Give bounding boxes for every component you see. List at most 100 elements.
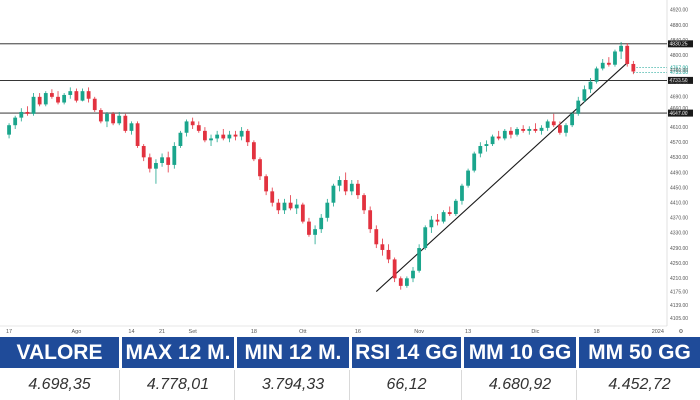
stats-header-rsi: RSI 14 GG (351, 337, 462, 368)
candle (447, 206, 452, 216)
candle-body (184, 121, 189, 133)
candle (276, 198, 281, 215)
candle (368, 206, 373, 233)
candle-body (356, 183, 360, 196)
candle (411, 266, 415, 283)
candle (307, 217, 311, 237)
candle-body (300, 204, 305, 222)
candle-body (539, 127, 544, 131)
y-tick-label: 4690.00 (670, 95, 688, 101)
candle (343, 172, 348, 196)
candle (221, 128, 226, 141)
candle-body (570, 113, 575, 126)
candle-body (545, 121, 550, 128)
candle (300, 202, 305, 224)
candle-body (7, 125, 11, 135)
grid (0, 0, 668, 327)
candle (600, 59, 605, 71)
x-axis: 17 Ago 14 21 Set 18 Ott 16 Nov 13 Dic 18 2024 ⚙ (6, 328, 684, 335)
y-tick-label: 4490.00 (670, 170, 688, 176)
candle-body (325, 202, 330, 218)
candle (154, 159, 158, 184)
candle (502, 128, 507, 141)
y-tick-label: 4880.00 (670, 23, 688, 29)
candle (172, 142, 177, 169)
x-tick-label: 2024 (652, 329, 664, 335)
candle-body (606, 62, 611, 65)
candle-body (74, 91, 79, 101)
candle-body (288, 202, 293, 209)
chart-area: 4830.25 4733.50 4647.00 4767.00 4755.00 4105… (0, 0, 693, 335)
candle (105, 111, 109, 128)
candle (472, 151, 477, 173)
candle-body (203, 130, 207, 141)
x-tick-label: Ago (71, 329, 81, 335)
y-tick-label: 4730.00 (670, 80, 688, 86)
candle (43, 91, 48, 107)
candle-body (368, 210, 373, 230)
candle (190, 117, 195, 129)
candle (239, 127, 244, 141)
y-tick-label: 4450.00 (670, 185, 688, 191)
candle (203, 127, 207, 143)
candle-body (147, 157, 152, 169)
candle (288, 195, 293, 211)
y-tick-label: 4920.00 (670, 8, 688, 14)
candle (453, 198, 458, 216)
candle (404, 276, 409, 288)
candle-body (135, 123, 140, 146)
candle (490, 134, 495, 146)
candle (282, 198, 287, 215)
candle-body (80, 91, 85, 101)
price-tag-label: 4767.00 (670, 66, 688, 72)
candle-body (196, 125, 201, 131)
y-tick-label: 4840.00 (670, 38, 688, 44)
candle-body (221, 134, 226, 139)
stats-table: VALORE MAX 12 M. MIN 12 M. RSI 14 GG MM … (0, 337, 700, 400)
stats-header-valore: VALORE (0, 337, 119, 368)
y-tick-label: 4650.00 (670, 110, 688, 116)
candle (74, 88, 79, 103)
candle-body (527, 128, 532, 131)
y-tick-label: 4330.00 (670, 231, 688, 237)
y-tick-label: 4610.00 (670, 125, 688, 131)
candle-body (141, 145, 146, 158)
candle-body (453, 200, 458, 215)
candle (178, 130, 183, 148)
x-tick-label: Nov (414, 329, 424, 335)
y-tick-label: 4570.00 (670, 140, 688, 146)
candle-body (307, 221, 311, 235)
candle (98, 108, 103, 124)
candle (31, 93, 36, 116)
candle (80, 88, 85, 102)
stats-value-rsi: 66,12 (352, 370, 463, 400)
candle-body (557, 125, 562, 133)
candle (56, 91, 60, 105)
candle-body (245, 130, 250, 143)
candle (209, 134, 213, 146)
candle-body (435, 219, 440, 222)
candle-body (31, 96, 36, 114)
y-tick-label: 4410.00 (670, 200, 688, 206)
candle-body (239, 130, 244, 137)
stats-header-row: VALORE MAX 12 M. MIN 12 M. RSI 14 GG MM … (0, 337, 700, 368)
candle (551, 113, 556, 128)
y-tick-label: 4210.00 (670, 276, 688, 282)
candle (466, 168, 470, 188)
candle (460, 183, 464, 205)
candle (264, 174, 269, 196)
candle-body (98, 110, 103, 122)
y-tick-label: 4660.00 (670, 106, 688, 112)
candle-body (37, 96, 42, 105)
candle-body (619, 45, 623, 52)
candle (356, 180, 360, 199)
candle (539, 125, 544, 135)
x-tick-label: Set (189, 329, 198, 335)
candle-body (331, 185, 336, 203)
candle (374, 225, 379, 249)
candle (557, 121, 562, 135)
price-tag-label: 4755.00 (670, 70, 688, 76)
candle-body (533, 128, 538, 131)
candle (270, 187, 275, 207)
candle (362, 193, 366, 215)
